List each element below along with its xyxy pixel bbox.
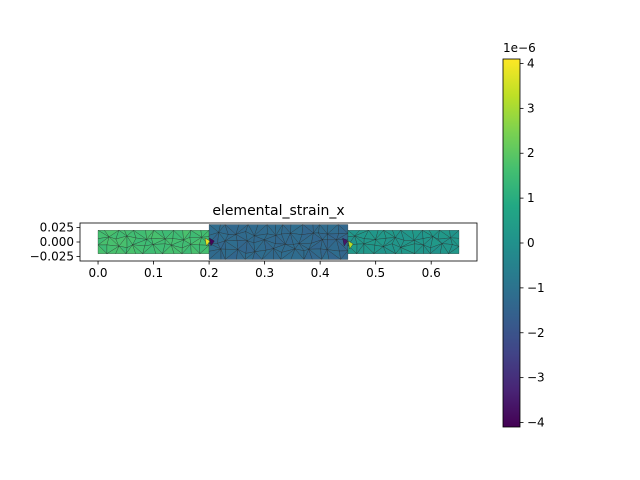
y-tick-label: −0.025 [30, 250, 74, 264]
colorbar-tick-label: −1 [527, 281, 545, 295]
mesh-element [115, 245, 127, 254]
colorbar [502, 58, 521, 428]
colorbar-exponent-label: 1e−6 [503, 41, 536, 55]
mesh-element [363, 243, 375, 254]
mesh-element [347, 244, 358, 254]
colorbar-tick-label: 2 [527, 146, 535, 160]
mesh-region-3 [347, 229, 460, 255]
x-tick-label: 0.5 [366, 266, 385, 280]
strain-hotspot [342, 237, 348, 247]
mesh-element [236, 248, 246, 260]
colorbar-tick-label: −4 [527, 416, 545, 430]
colorbar-tick-label: −2 [527, 326, 545, 340]
mesh-region-1 [97, 229, 210, 255]
x-tick-label: 0.4 [311, 266, 330, 280]
y-tick-label: 0.000 [40, 235, 74, 249]
mesh-region-2 [208, 223, 349, 261]
mesh-element [97, 244, 108, 254]
y-tick-label: 0.025 [40, 220, 74, 234]
x-tick-label: 0.0 [88, 266, 107, 280]
mesh-element [290, 248, 305, 260]
x-tick-label: 0.3 [255, 266, 274, 280]
mesh-element [308, 248, 323, 260]
strain-hotspot [204, 237, 211, 247]
colorbar-tick-label: 3 [527, 101, 535, 115]
mesh-element [400, 247, 415, 254]
mesh-element [220, 249, 226, 260]
mesh-element [448, 246, 460, 254]
colorbar-tick-label: 4 [527, 56, 535, 70]
strain-hotspot [209, 237, 215, 247]
mesh-element [273, 247, 282, 260]
mesh-element [340, 250, 349, 260]
mesh-element [326, 249, 342, 260]
strain-hotspot [347, 240, 354, 250]
mesh-layer [97, 223, 460, 261]
mesh-element [252, 251, 263, 260]
mesh-element [132, 244, 144, 254]
mesh-element [190, 243, 201, 254]
colorbar-tick-label: −3 [527, 371, 545, 385]
mesh-element [170, 244, 183, 254]
colorbar-tick-label: 1 [527, 191, 535, 205]
x-tick-label: 0.6 [422, 266, 441, 280]
x-tick-label: 0.1 [144, 266, 163, 280]
mesh-element [439, 243, 449, 254]
x-axis: 0.0 0.1 0.2 0.3 0.4 0.5 0.6 [88, 261, 441, 280]
mesh-element [382, 246, 397, 254]
mesh-element [152, 243, 164, 254]
colorbar-tick-label: 0 [527, 236, 535, 250]
colorbar-ticks: −4 −3 −2 −1 0 1 2 3 4 [520, 56, 545, 430]
mesh-element [423, 244, 431, 254]
x-tick-label: 0.2 [200, 266, 219, 280]
chart-title: elemental_strain_x [212, 203, 344, 219]
